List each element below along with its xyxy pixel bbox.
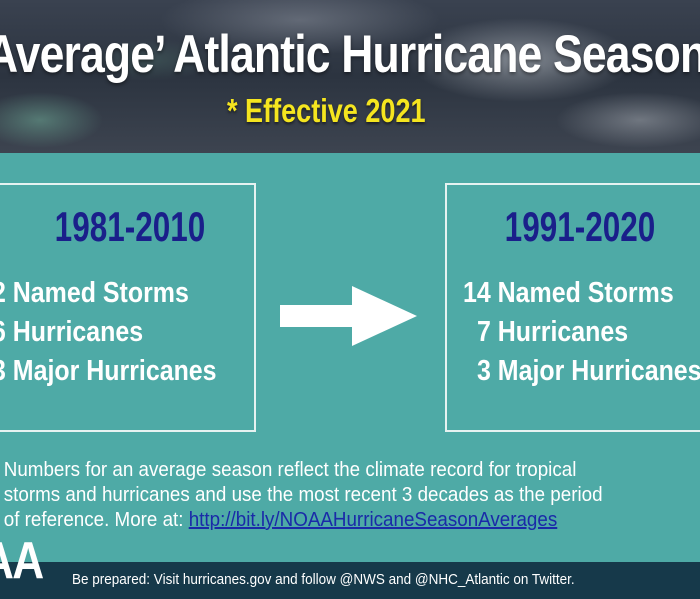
major-hurricanes-stat: 3 Major Hurricanes	[0, 355, 217, 387]
effective-year-subtitle: * Effective 2021	[227, 92, 426, 129]
hurricanes-stat: 6 Hurricanes	[0, 316, 144, 348]
named-storms-stat: 14 Named Storms	[463, 277, 674, 309]
page-title: Average’ Atlantic Hurricane Season	[0, 25, 700, 84]
note-line: of reference. More at: http://bit.ly/NOA…	[0, 508, 658, 533]
hurricanes-stat: 7 Hurricanes	[477, 316, 629, 348]
averages-explanation-note: Numbers for an average season reflect th…	[0, 458, 700, 533]
right-arrow-icon	[280, 286, 417, 346]
period-label: 1991-2020	[504, 203, 656, 250]
period-label: 1981-2010	[54, 203, 206, 250]
period-panel-1981-2010: 1981-2010 2 Named Storms 6 Hurricanes 3 …	[0, 183, 256, 432]
season-averages-link[interactable]: http://bit.ly/NOAAHurricaneSeasonAverage…	[188, 509, 558, 531]
major-hurricanes-stat: 3 Major Hurricanes	[477, 355, 700, 387]
note-prefix: of reference. More at:	[3, 509, 189, 531]
noaa-logo: AA	[0, 532, 44, 590]
note-line: storms and hurricanes and use the most r…	[3, 484, 603, 506]
note-line: Numbers for an average season reflect th…	[3, 459, 577, 481]
header-satellite-image: Average’ Atlantic Hurricane Season * Eff…	[0, 0, 700, 153]
note-line: storms and hurricanes and use the most r…	[0, 483, 658, 508]
period-panel-1991-2020: 1991-2020 14 Named Storms 7 Hurricanes 3…	[445, 183, 700, 432]
footer-bar: Be prepared: Visit hurricanes.gov and fo…	[0, 562, 700, 599]
footer-text: Be prepared: Visit hurricanes.gov and fo…	[72, 571, 575, 588]
named-storms-stat: 2 Named Storms	[0, 277, 189, 309]
